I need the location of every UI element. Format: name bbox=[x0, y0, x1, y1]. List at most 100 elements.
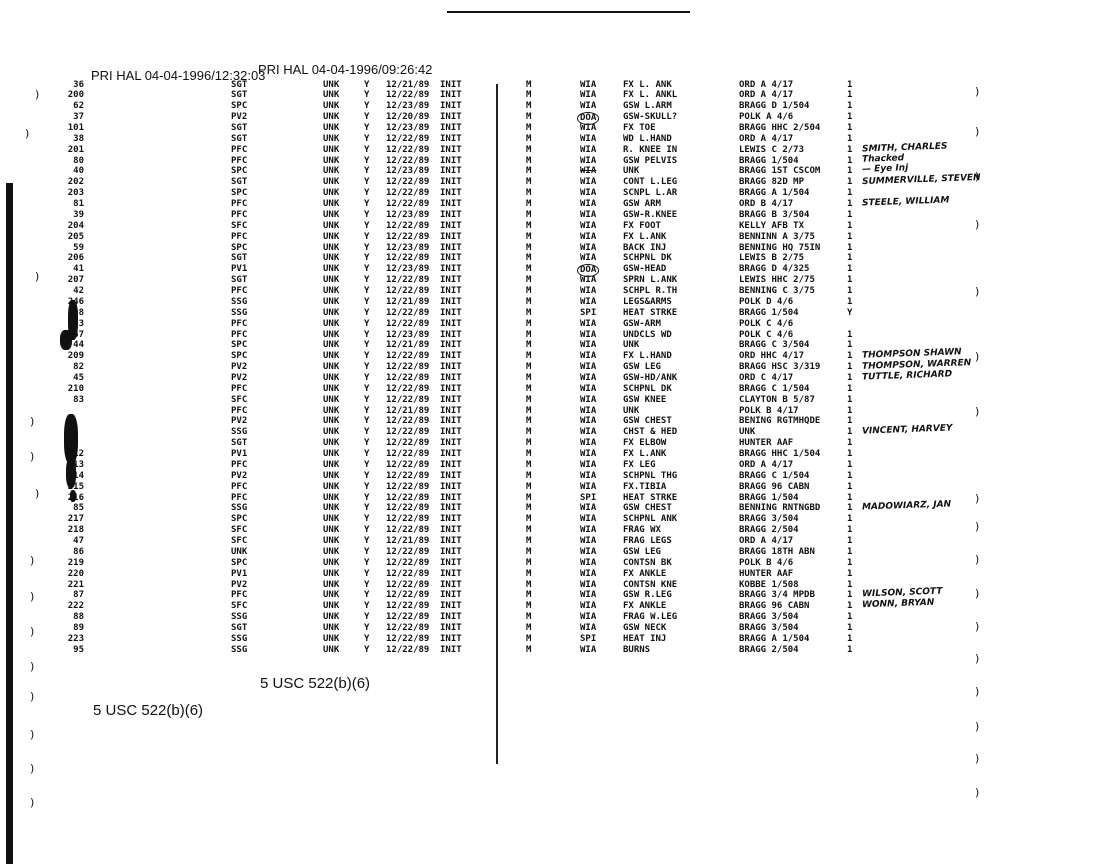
cell-rank: SSG bbox=[231, 296, 248, 307]
table-row: 220 PV1 UNK Y 12/22/89 INIT M WIA FX ANKLE HUNTER… bbox=[0, 569, 1120, 580]
cell-date: 12/21/89 bbox=[386, 340, 430, 351]
cell-date: 12/23/89 bbox=[386, 166, 430, 177]
table-row: 204 SFC UNK Y 12/22/89 INIT M WIA FX FOOT KELLY A… bbox=[0, 221, 1120, 232]
cell-rank: PV2 bbox=[231, 362, 248, 373]
cell-rank: PFC bbox=[231, 405, 248, 416]
cell-m: M bbox=[526, 438, 532, 449]
cell-unit: BRAGG C 3/504 bbox=[739, 340, 810, 351]
cell-date: 12/22/89 bbox=[386, 492, 430, 503]
cell-type: WIA bbox=[580, 459, 597, 470]
cell-injury: FX ELBOW bbox=[623, 438, 667, 449]
binder-hole-mark: ) bbox=[975, 786, 980, 799]
cell-y: Y bbox=[364, 525, 370, 536]
binder-hole-mark: ) bbox=[30, 690, 35, 703]
cell-unk: UNK bbox=[323, 318, 340, 329]
cell-status: INIT bbox=[440, 307, 462, 318]
binder-hole-mark: ) bbox=[35, 88, 40, 101]
cell-unk: UNK bbox=[323, 329, 340, 340]
table-row: 87 PFC UNK Y 12/22/89 INIT M WIA GSW R.LEG BRAGG … bbox=[0, 590, 1120, 601]
cell-type: WIA bbox=[580, 90, 597, 101]
cell-m: M bbox=[526, 275, 532, 286]
cell-date: 12/23/89 bbox=[386, 101, 430, 112]
table-row: 222 SFC UNK Y 12/22/89 INIT M WIA FX ANKLE BRAGG … bbox=[0, 601, 1120, 612]
table-row: 59 SPC UNK Y 12/23/89 INIT M WIA BACK INJ BENNING… bbox=[0, 243, 1120, 254]
cell-status: INIT bbox=[440, 438, 462, 449]
cell-y: Y bbox=[364, 101, 370, 112]
cell-unk: UNK bbox=[323, 590, 340, 601]
cell-num: 43 bbox=[73, 318, 84, 329]
cell-num: 214 bbox=[40, 471, 84, 482]
cell-y: Y bbox=[364, 155, 370, 166]
binder-hole-mark: ) bbox=[30, 660, 35, 673]
cell-type: WIA bbox=[580, 275, 597, 286]
cell-date: 12/21/89 bbox=[386, 536, 430, 547]
cell-y: Y bbox=[364, 590, 370, 601]
cell-unk: UNK bbox=[323, 209, 340, 220]
cell-unk: UNK bbox=[323, 623, 340, 633]
cell-unk: UNK bbox=[323, 286, 340, 297]
cell-type: WIA bbox=[580, 612, 597, 623]
binder-hole-mark: ) bbox=[30, 554, 35, 567]
cell-status: INIT bbox=[440, 264, 462, 275]
cell-unk: UNK bbox=[323, 633, 340, 644]
binder-hole-mark: ) bbox=[25, 127, 30, 140]
cell-date: 12/22/89 bbox=[386, 514, 430, 525]
table-row: 214 PV2 UNK Y 12/22/89 INIT M WIA SCHPNL THG BRAG… bbox=[0, 471, 1120, 482]
cell-date: 12/22/89 bbox=[386, 286, 430, 297]
cell-num: 203 bbox=[67, 188, 84, 199]
cell-count: 1 bbox=[847, 296, 853, 307]
cell-status: INIT bbox=[440, 318, 462, 329]
cell-type: WIA bbox=[580, 318, 597, 329]
cell-count: 1 bbox=[847, 264, 853, 275]
cell-unk: UNK bbox=[323, 405, 340, 416]
binder-hole-mark: ) bbox=[975, 125, 980, 138]
cell-type: WIA bbox=[580, 209, 597, 220]
cell-unk: UNK bbox=[323, 166, 340, 177]
cell-date: 12/22/89 bbox=[386, 199, 430, 210]
cell-count: 1 bbox=[847, 503, 853, 514]
cell-rank: PFC bbox=[231, 383, 248, 394]
cell-type: WIA bbox=[580, 546, 597, 557]
cell-unit: ORD A 4/17 bbox=[739, 133, 794, 144]
cell-unk: UNK bbox=[323, 557, 340, 568]
cell-injury: CHST & HED bbox=[623, 427, 678, 438]
cell-type: WIA bbox=[580, 188, 597, 199]
cell-unit: BRAGG C 1/504 bbox=[739, 470, 810, 481]
cell-unk: UNK bbox=[323, 459, 340, 470]
cell-rank: SGT bbox=[231, 133, 248, 144]
cell-m: M bbox=[526, 199, 532, 210]
cell-injury: SCHPNL ANK bbox=[623, 514, 678, 525]
cell-y: Y bbox=[364, 220, 370, 231]
cell-m: M bbox=[526, 122, 532, 133]
cell-count: 1 bbox=[847, 362, 853, 373]
cell-m: M bbox=[526, 166, 532, 177]
cell-type: WIA bbox=[580, 557, 597, 568]
redaction-note-2: 5 USC 522(b)(6) bbox=[93, 702, 204, 719]
cell-y: Y bbox=[364, 394, 370, 405]
cell-injury: GSW KNEE bbox=[623, 394, 667, 405]
cell-rank: PFC bbox=[231, 329, 248, 340]
table-row: 85 SSG UNK Y 12/22/89 INIT M WIA GSW CHEST BENNIN… bbox=[0, 503, 1120, 514]
cell-rank: SGT bbox=[231, 275, 248, 286]
cell-unit: ORD B 4/17 bbox=[739, 199, 794, 210]
redaction-note-1: 5 USC 522(b)(6) bbox=[260, 675, 371, 692]
cell-rank: PFC bbox=[231, 155, 248, 166]
binder-hole-mark: ) bbox=[975, 520, 980, 533]
cell-num: 216 bbox=[40, 493, 84, 504]
cell-unk: UNK bbox=[323, 144, 340, 155]
cell-rank: PV1 bbox=[231, 264, 248, 275]
cell-num: 204 bbox=[67, 220, 84, 231]
table-row: 67 PFC UNK Y 12/23/89 INIT M WIA UNDCLS WD POLK C… bbox=[0, 330, 1120, 341]
cell-status: INIT bbox=[440, 362, 462, 373]
cell-date: 12/22/89 bbox=[386, 612, 430, 623]
cell-unit: BRAGG HHC 2/504 bbox=[739, 122, 821, 133]
cell-m: M bbox=[526, 579, 532, 590]
cell-num: 81 bbox=[73, 199, 84, 210]
table-row: 80 PFC UNK Y 12/22/89 INIT M WIA GSW PELVIS BRAGG… bbox=[0, 156, 1120, 167]
cell-date: 12/21/89 bbox=[386, 79, 430, 90]
table-row: SSG UNK Y 12/22/89 INIT M WIA CHST & HED UNK 1 bbox=[0, 427, 1120, 438]
table-row: 43 PFC UNK Y 12/22/89 INIT M WIA GSW-ARM POLK C 4… bbox=[0, 319, 1120, 330]
cell-rank: SPC bbox=[231, 166, 248, 177]
cell-count: 1 bbox=[847, 286, 853, 297]
cell-y: Y bbox=[364, 568, 370, 579]
